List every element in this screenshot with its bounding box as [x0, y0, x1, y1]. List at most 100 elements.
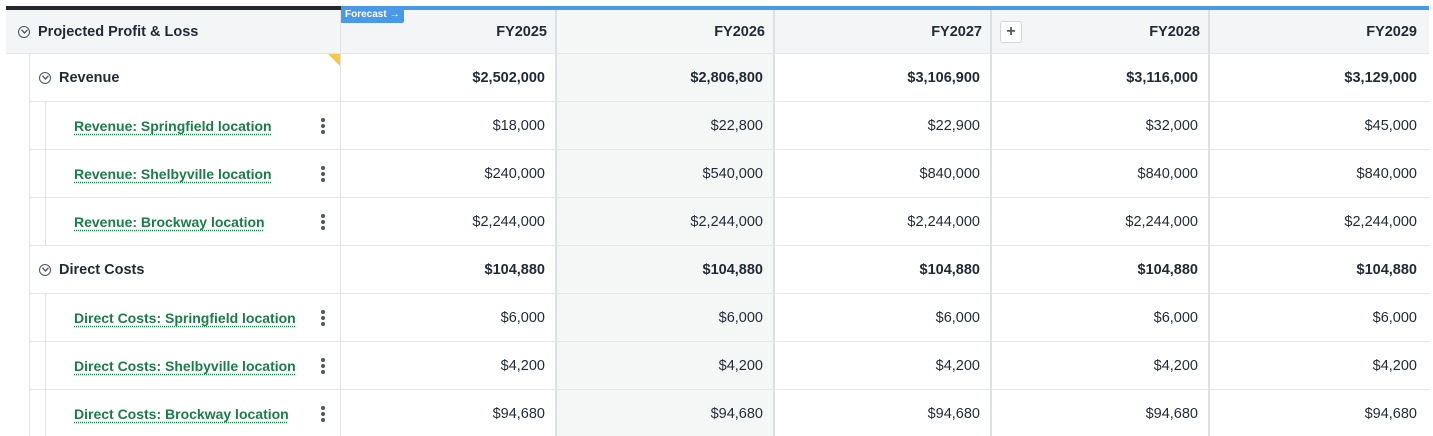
value-cell-fy2028[interactable]: $840,000 — [992, 150, 1210, 197]
cell-value: $3,129,000 — [1344, 69, 1417, 86]
column-header-fy2029: FY2029 — [1210, 10, 1429, 53]
cell-value: $4,200 — [500, 357, 545, 374]
row-label-cell: Revenue: Brockway location — [6, 198, 341, 246]
forecast-range-bar — [341, 6, 1429, 10]
row-link-direct-costs-brockway-location[interactable]: Direct Costs: Brockway location — [74, 405, 289, 422]
value-cell-fy2025[interactable]: $104,880 — [341, 246, 557, 293]
indent-guide — [6, 342, 30, 390]
profit-loss-table: Projected Profit & Loss FY2025 FY2026 FY… — [6, 10, 1429, 436]
cell-value: $94,680 — [1145, 405, 1198, 422]
value-cell-fy2025[interactable]: $4,200 — [341, 342, 557, 389]
forecast-tag-label: Forecast — [345, 8, 387, 20]
value-cell-fy2028[interactable]: $94,680 — [992, 390, 1210, 436]
cell-value: $840,000 — [1137, 165, 1198, 182]
value-cell-fy2025[interactable]: $240,000 — [341, 150, 557, 197]
value-cell-fy2026[interactable]: $104,880 — [557, 246, 775, 293]
indent-guide — [6, 246, 30, 294]
value-cell-fy2029[interactable]: $4,200 — [1210, 342, 1429, 389]
value-cell-fy2029[interactable]: $840,000 — [1210, 150, 1429, 197]
cell-value: $840,000 — [1356, 165, 1417, 182]
table-row: Direct Costs: Springfield location $6,000… — [6, 294, 1429, 342]
value-cell-fy2026[interactable]: $4,200 — [557, 342, 775, 389]
value-cell-fy2028[interactable]: $4,200 — [992, 342, 1210, 389]
collapse-icon[interactable] — [18, 25, 30, 38]
cell-value: $2,244,000 — [690, 213, 763, 230]
row-link-revenue-springfield-location[interactable]: Revenue: Springfield location — [74, 117, 272, 134]
cell-value: $22,900 — [927, 117, 980, 134]
value-cell-fy2026[interactable]: $22,800 — [557, 102, 775, 149]
cell-value: $104,880 — [1137, 261, 1198, 278]
value-cell-fy2026[interactable]: $2,244,000 — [557, 198, 775, 245]
cell-value: $94,680 — [1364, 405, 1417, 422]
cell-value: $2,806,800 — [690, 69, 763, 86]
indent-guide — [30, 294, 46, 342]
value-cell-fy2025[interactable]: $18,000 — [341, 102, 557, 149]
forecast-tag[interactable]: Forecast → — [341, 6, 404, 23]
row-label-cell: Direct Costs: Springfield location — [6, 294, 341, 342]
table-row: Revenue: Springfield location $18,000 $22,… — [6, 102, 1429, 150]
value-cell-fy2028[interactable]: $104,880 — [992, 246, 1210, 293]
note-flag-icon — [328, 54, 340, 66]
more-options-icon[interactable] — [320, 214, 326, 230]
value-cell-fy2025[interactable]: $94,680 — [341, 390, 557, 436]
title-column-top-bar — [6, 6, 341, 10]
category-label-revenue: Revenue — [59, 69, 120, 86]
category-row: Direct Costs $104,880 $104,880 $104,880 $104… — [6, 246, 1429, 294]
value-cell-fy2028[interactable]: $32,000 — [992, 102, 1210, 149]
value-cell-fy2025[interactable]: $6,000 — [341, 294, 557, 341]
cell-value: $540,000 — [702, 165, 763, 182]
category-row: Revenue $2,502,000 $2,806,800 $3,106,900 $3,… — [6, 54, 1429, 102]
value-cell-fy2027[interactable]: $104,880 — [775, 246, 992, 293]
value-cell-fy2026[interactable]: $2,806,800 — [557, 54, 775, 101]
indent-guide — [30, 102, 46, 150]
cell-value: $4,200 — [935, 357, 980, 374]
value-cell-fy2027[interactable]: $22,900 — [775, 102, 992, 149]
indent-guide — [30, 390, 46, 436]
table-title: Projected Profit & Loss — [38, 23, 199, 40]
value-cell-fy2029[interactable]: $6,000 — [1210, 294, 1429, 341]
value-cell-fy2025[interactable]: $2,502,000 — [341, 54, 557, 101]
value-cell-fy2029[interactable]: $94,680 — [1210, 390, 1429, 436]
table-title-cell: Projected Profit & Loss — [6, 10, 341, 53]
arrow-right-icon: → — [389, 8, 400, 20]
value-cell-fy2026[interactable]: $6,000 — [557, 294, 775, 341]
row-link-revenue-shelbyville-location[interactable]: Revenue: Shelbyville location — [74, 165, 272, 182]
row-link-direct-costs-springfield-location[interactable]: Direct Costs: Springfield location — [74, 309, 296, 326]
value-cell-fy2027[interactable]: $840,000 — [775, 150, 992, 197]
indent-guide — [6, 150, 30, 198]
cell-value: $2,244,000 — [1125, 213, 1198, 230]
indent-guide — [6, 54, 30, 102]
value-cell-fy2029[interactable]: $45,000 — [1210, 102, 1429, 149]
value-cell-fy2027[interactable]: $2,244,000 — [775, 198, 992, 245]
collapse-icon[interactable] — [39, 71, 51, 84]
more-options-icon[interactable] — [320, 310, 326, 326]
value-cell-fy2026[interactable]: $540,000 — [557, 150, 775, 197]
cell-value: $6,000 — [718, 309, 763, 326]
value-cell-fy2027[interactable]: $4,200 — [775, 342, 992, 389]
add-column-button[interactable]: + — [1000, 20, 1022, 43]
value-cell-fy2025[interactable]: $2,244,000 — [341, 198, 557, 245]
value-cell-fy2028[interactable]: $2,244,000 — [992, 198, 1210, 245]
value-cell-fy2027[interactable]: $6,000 — [775, 294, 992, 341]
value-cell-fy2028[interactable]: $6,000 — [992, 294, 1210, 341]
indent-guide — [30, 342, 46, 390]
more-options-icon[interactable] — [320, 166, 326, 182]
category-label-direct-costs: Direct Costs — [59, 261, 145, 278]
collapse-icon[interactable] — [39, 263, 51, 276]
cell-value: $6,000 — [1372, 309, 1417, 326]
value-cell-fy2029[interactable]: $3,129,000 — [1210, 54, 1429, 101]
value-cell-fy2027[interactable]: $3,106,900 — [775, 54, 992, 101]
more-options-icon[interactable] — [320, 118, 326, 134]
more-options-icon[interactable] — [320, 406, 326, 422]
row-link-revenue-brockway-location[interactable]: Revenue: Brockway location — [74, 213, 265, 230]
value-cell-fy2026[interactable]: $94,680 — [557, 390, 775, 436]
more-options-icon[interactable] — [320, 358, 326, 374]
row-link-direct-costs-shelbyville-location[interactable]: Direct Costs: Shelbyville location — [74, 357, 296, 374]
value-cell-fy2027[interactable]: $94,680 — [775, 390, 992, 436]
value-cell-fy2028[interactable]: $3,116,000 — [992, 54, 1210, 101]
cell-value: $6,000 — [935, 309, 980, 326]
value-cell-fy2029[interactable]: $2,244,000 — [1210, 198, 1429, 245]
value-cell-fy2029[interactable]: $104,880 — [1210, 246, 1429, 293]
cell-value: $94,680 — [710, 405, 763, 422]
cell-value: $2,244,000 — [1344, 213, 1417, 230]
